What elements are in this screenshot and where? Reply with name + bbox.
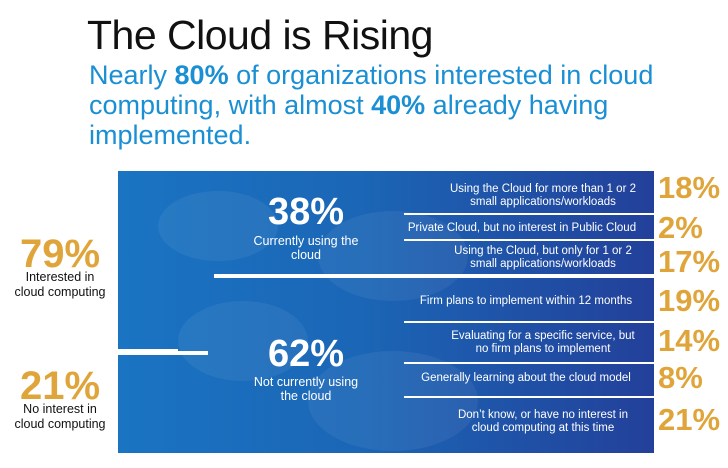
subtitle-highlight-40: 40%: [371, 90, 426, 120]
row-label-2: Private Cloud, but no interest in Public…: [407, 222, 637, 234]
row-label-3: Using the Cloud, but only for 1 or 2 sma…: [454, 245, 632, 270]
row-percent-7: 21%: [658, 402, 721, 437]
row-percent-5: 14%: [658, 323, 721, 358]
not-using-label: Not currently using the cloud: [253, 375, 359, 403]
cloud-shape: [318, 211, 468, 301]
row-label-4: Firm plans to implement within 12 months: [419, 295, 633, 307]
cloud-shape: [308, 351, 478, 451]
interested-label: Interested in cloud computing: [14, 270, 106, 299]
row-label-7: Don’t know, or have no interest in cloud…: [457, 409, 629, 434]
row-percent-4: 19%: [658, 283, 721, 318]
row-percent-2: 2%: [658, 210, 703, 245]
row-divider: [404, 239, 654, 241]
page-title: The Cloud is Rising: [87, 12, 434, 58]
row-label-1: Using the Cloud for more than 1 or 2 sma…: [449, 183, 637, 208]
subtitle-text: already having implemented.: [89, 90, 609, 150]
no-interest-label: No interest in cloud computing: [14, 402, 106, 431]
not-using-percent: 62%: [267, 333, 345, 375]
subtitle-text: of organizations interested in cloud com…: [89, 60, 654, 120]
using-percent: 38%: [267, 191, 345, 233]
row-percent-3: 17%: [658, 244, 721, 279]
divider-line: [214, 274, 654, 278]
cloud-panel: 38% Currently using the cloud 62% Not cu…: [118, 171, 654, 453]
row-label-5: Evaluating for a specific service, but n…: [451, 330, 635, 355]
row-percent-6: 8%: [658, 360, 703, 395]
row-percent-1: 18%: [658, 170, 721, 205]
subtitle-text: Nearly: [89, 60, 175, 90]
row-divider: [404, 362, 654, 364]
cloud-shape: [178, 301, 308, 381]
divider-line: [118, 351, 208, 355]
interested-percent: 79%: [20, 232, 101, 276]
separator-bar: [118, 349, 178, 353]
row-divider: [404, 321, 654, 323]
subtitle-highlight-80: 80%: [174, 60, 229, 90]
row-label-6: Generally learning about the cloud model: [421, 372, 631, 384]
cloud-shape: [158, 191, 278, 261]
no-interest-percent: 21%: [20, 364, 101, 408]
using-label: Currently using the cloud: [253, 234, 359, 262]
row-divider: [404, 213, 654, 215]
subtitle: Nearly 80% of organizations interested i…: [89, 60, 689, 150]
row-divider: [404, 396, 654, 398]
